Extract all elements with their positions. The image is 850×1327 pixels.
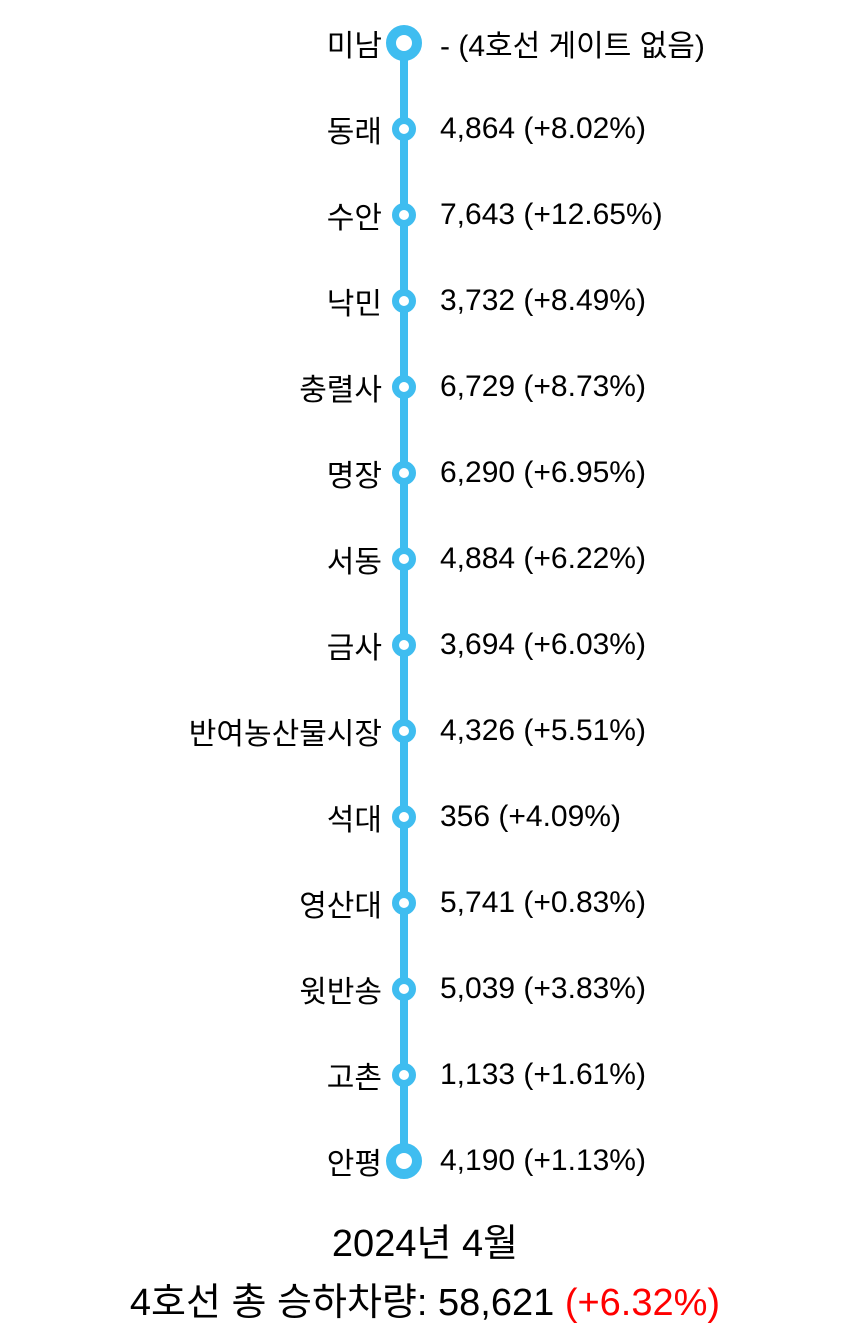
station-name: 미남 [327,21,382,65]
station-value: 6,290 (+6.95%) [440,456,646,490]
station-name: 고촌 [327,1053,382,1097]
station-row: 충렬사 6,729 (+8.73%) [0,344,850,430]
station-value: 1,133 (+1.61%) [440,1058,646,1092]
station-value: 356 (+4.09%) [440,800,621,834]
station-value: 6,729 (+8.73%) [440,370,646,404]
station-name: 석대 [327,795,382,839]
footer-total-label: 4호선 총 승하차량: [130,1282,438,1324]
station-name: 동래 [327,107,382,151]
station-marker [392,375,416,399]
station-row: 영산대 5,741 (+0.83%) [0,860,850,946]
station-name: 반여농산물시장 [189,709,382,753]
footer-total: 4호선 총 승하차량: 58,621 (+6.32%) [0,1271,850,1326]
station-value: 5,741 (+0.83%) [440,886,646,920]
station-marker [392,719,416,743]
station-marker [392,547,416,571]
station-name: 영산대 [299,881,382,925]
station-row: 명장 6,290 (+6.95%) [0,430,850,516]
station-value: 3,732 (+8.49%) [440,284,646,318]
station-name: 안평 [327,1139,382,1183]
station-name: 충렬사 [299,365,382,409]
station-row: 고촌 1,133 (+1.61%) [0,1032,850,1118]
station-name: 서동 [327,537,382,581]
subway-line-diagram: 미남 - (4호선 게이트 없음) 동래 4,864 (+8.02%) 수안 7,643 … [0,0,850,1204]
station-name: 윗반송 [299,967,382,1011]
station-row: 동래 4,864 (+8.02%) [0,86,850,172]
station-row: 석대 356 (+4.09%) [0,774,850,860]
station-marker [392,1063,416,1087]
station-value: 3,694 (+6.03%) [440,628,646,662]
station-row: 서동 4,884 (+6.22%) [0,516,850,602]
station-value: 7,643 (+12.65%) [440,198,663,232]
station-value: - (4호선 게이트 없음) [440,21,705,65]
station-row: 반여농산물시장 4,326 (+5.51%) [0,688,850,774]
station-value: 4,326 (+5.51%) [440,714,646,748]
station-row: 수안 7,643 (+12.65%) [0,172,850,258]
station-marker [392,461,416,485]
station-name: 금사 [327,623,382,667]
terminal-station-marker [386,25,422,61]
station-marker [392,633,416,657]
station-row: 윗반송 5,039 (+3.83%) [0,946,850,1032]
station-name: 수안 [327,193,382,237]
station-marker [392,805,416,829]
station-value: 5,039 (+3.83%) [440,972,646,1006]
station-marker [392,891,416,915]
station-marker [392,203,416,227]
station-row: 낙민 3,732 (+8.49%) [0,258,850,344]
station-name: 명장 [327,451,382,495]
station-marker [392,977,416,1001]
station-name: 낙민 [327,279,382,323]
station-value: 4,864 (+8.02%) [440,112,646,146]
station-marker [392,117,416,141]
terminal-station-marker [386,1143,422,1179]
station-row: 미남 - (4호선 게이트 없음) [0,0,850,86]
station-row: 안평 4,190 (+1.13%) [0,1118,850,1204]
station-row: 금사 3,694 (+6.03%) [0,602,850,688]
footer-total-change: (+6.32%) [565,1282,720,1324]
footer-total-value: 58,621 [438,1282,554,1324]
footer: 2024년 4월 4호선 총 승하차량: 58,621 (+6.32%) [0,1212,850,1326]
footer-date: 2024년 4월 [0,1212,850,1267]
station-marker [392,289,416,313]
station-list: 미남 - (4호선 게이트 없음) 동래 4,864 (+8.02%) 수안 7,643 … [0,0,850,1204]
station-value: 4,884 (+6.22%) [440,542,646,576]
station-value: 4,190 (+1.13%) [440,1144,646,1178]
